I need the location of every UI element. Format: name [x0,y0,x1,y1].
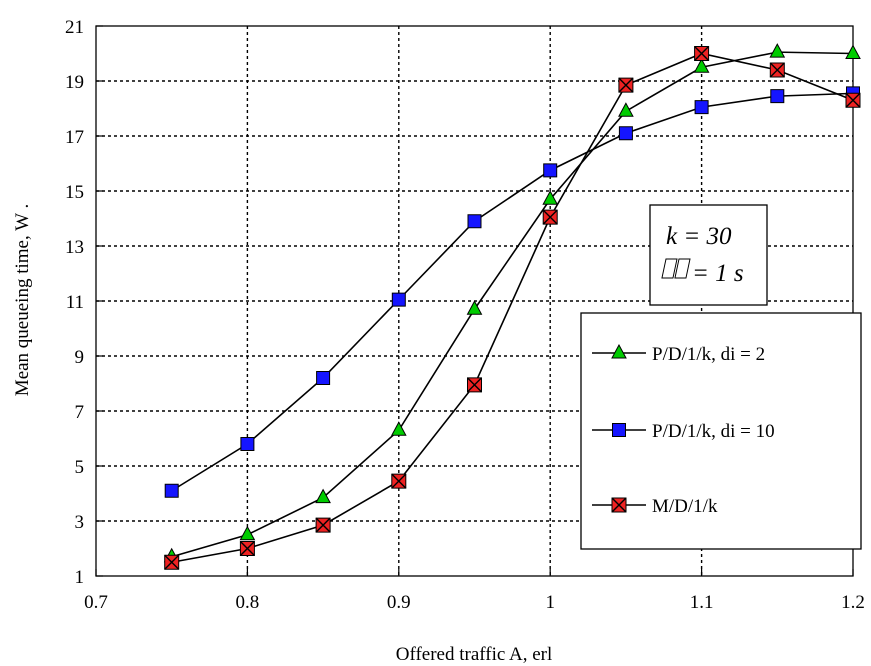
legend-items: P/D/1/k, di = 2 P/D/1/k, di = 10 M/D/1/k [592,343,775,517]
x-tick-label: 1 [545,592,555,613]
x-axis-label: Offered traffic A, erl [396,644,553,665]
data-point-s2 [164,483,179,498]
data-point-s2 [316,371,331,385]
annotation-line-2: = 1 s [692,260,744,287]
y-tick-label: 1 [75,567,85,588]
x-tick-label: 0.8 [236,592,260,613]
x-tick-labels: 0.7 0.8 0.9 1 1.1 1.2 [84,592,865,613]
legend-marker [611,343,627,359]
x-tick-label: 1.2 [841,592,865,613]
legend-label: M/D/1/k [652,496,718,517]
data-point-s2 [467,214,482,229]
x-tick-label: 0.9 [387,592,411,613]
y-tick-label: 5 [75,457,85,478]
data-point-s2 [391,292,406,307]
data-point-s3 [542,209,558,225]
data-point-s3 [315,517,331,533]
data-point-s3 [467,377,482,393]
data-point-s2 [694,100,709,115]
data-point-s1 [693,58,710,73]
annotation-frame [649,204,768,306]
x-tick-label: 1.1 [690,592,714,613]
annotation-box: k = 30 = 1 s [649,204,768,306]
y-tick-label: 13 [65,237,84,258]
y-tick-label: 11 [66,292,84,313]
legend-marker [611,497,627,513]
y-tick-label: 7 [75,402,85,423]
series-line-2 [171,92,854,492]
legend: P/D/1/k, di = 2 P/D/1/k, di = 10 M/D/1/k [580,312,862,550]
data-point-s1 [239,525,256,541]
data-point-s1 [845,44,861,59]
data-point-s1 [315,488,331,504]
legend-label: P/D/1/k, di = 10 [652,421,775,442]
y-tick-label: 3 [75,512,85,533]
series-line-1 [171,51,854,558]
y-tick-label: 15 [65,182,84,203]
data-point-s1 [390,421,407,436]
series-group [163,43,861,570]
data-point-s1 [466,300,483,315]
data-point-s3 [694,46,710,61]
tau-placeholder-glyph [661,258,691,279]
y-tick-label: 21 [65,17,84,38]
data-point-s1 [769,43,786,58]
x-tick-label: 0.7 [84,592,108,613]
y-tick-label: 19 [65,72,84,93]
y-tick-label: 9 [75,347,85,368]
data-point-s3 [769,62,785,78]
data-point-s2 [618,126,633,141]
data-point-s3 [164,554,180,570]
legend-marker [612,423,626,437]
data-point-s2 [240,437,255,451]
data-point-s3 [618,77,634,93]
data-point-s1 [542,190,559,205]
axis-ticks [95,25,854,577]
y-axis-label: Mean queueing time, W . [12,204,33,396]
series-line-3 [171,52,854,564]
data-point-s2 [543,163,558,178]
data-point-s1 [618,102,634,117]
y-tick-label: 17 [65,127,84,148]
annotation-line-1: k = 30 [666,223,732,250]
data-point-s3 [845,92,861,108]
data-point-s2 [770,89,785,104]
legend-label: P/D/1/k, di = 2 [652,344,765,365]
data-point-s3 [391,473,407,489]
data-point-s3 [239,541,255,556]
